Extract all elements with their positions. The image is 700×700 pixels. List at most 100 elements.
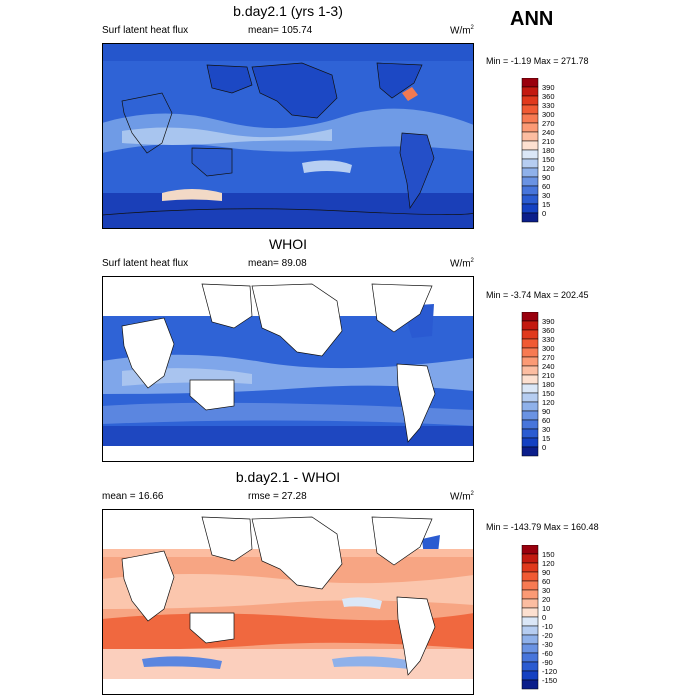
colorbar-swatch [521, 553, 539, 564]
panel3-map [102, 509, 474, 695]
colorbar-label: 20 [542, 595, 550, 604]
colorbar-swatch [521, 320, 539, 331]
colorbar-swatch [521, 545, 539, 555]
colorbar-label: 240 [542, 128, 555, 137]
panel3-title: b.day2.1 - WHOI [235, 469, 341, 485]
panel2-mean-label: mean= 89.08 [248, 258, 307, 269]
colorbar-label: 60 [542, 182, 550, 191]
colorbar-swatch [521, 437, 539, 448]
colorbar-swatch [521, 643, 539, 654]
colorbar-label: -120 [542, 667, 557, 676]
colorbar-swatch [521, 652, 539, 663]
colorbar-swatch [521, 679, 539, 690]
colorbar-swatch [521, 194, 539, 205]
colorbar-label: 150 [542, 389, 555, 398]
season-label: ANN [510, 8, 554, 30]
colorbar-label: 210 [542, 371, 555, 380]
colorbar-label: 30 [542, 425, 550, 434]
colorbar-swatch [521, 347, 539, 358]
colorbar-label: 30 [542, 191, 550, 200]
colorbar-swatch [521, 185, 539, 196]
colorbar-label: 180 [542, 146, 555, 155]
colorbar-swatch [521, 589, 539, 600]
colorbar-label: 15 [542, 434, 550, 443]
panel2-map [102, 276, 474, 462]
colorbar-swatch [521, 571, 539, 582]
colorbar-label: 300 [542, 110, 555, 119]
colorbar-label: 60 [542, 577, 550, 586]
colorbar-label: 0 [542, 613, 546, 622]
colorbar-swatch [521, 329, 539, 340]
panel1-minmax: Min = -1.19 Max = 271.78 [486, 56, 589, 66]
panel3-minmax: Min = -143.79 Max = 160.48 [486, 522, 599, 532]
colorbar-label: 210 [542, 137, 555, 146]
colorbar-swatch [521, 401, 539, 412]
colorbar-label: 330 [542, 335, 555, 344]
colorbar-label: -60 [542, 649, 553, 658]
colorbar-swatch [521, 670, 539, 681]
colorbar-label: 90 [542, 407, 550, 416]
colorbar-label: 120 [542, 164, 555, 173]
colorbar-label: 15 [542, 200, 550, 209]
colorbar-swatch [521, 616, 539, 627]
colorbar-swatch [521, 149, 539, 160]
colorbar-swatch [521, 446, 539, 457]
panel3-rmse-label: rmse = 27.28 [248, 491, 307, 502]
colorbar-label: -90 [542, 658, 553, 667]
colorbar-swatch [521, 158, 539, 169]
colorbar-swatch [521, 95, 539, 106]
colorbar-swatch [521, 131, 539, 142]
colorbar-swatch [521, 598, 539, 609]
colorbar-label: 150 [542, 550, 555, 559]
colorbar-label: 300 [542, 344, 555, 353]
colorbar-label: -20 [542, 631, 553, 640]
colorbar-label: 330 [542, 101, 555, 110]
colorbar-swatch [521, 374, 539, 385]
colorbar-label: 0 [542, 443, 546, 452]
colorbar-label: 150 [542, 155, 555, 164]
colorbar-swatch [521, 203, 539, 214]
colorbar-swatch [521, 661, 539, 672]
colorbar-label: -10 [542, 622, 553, 631]
colorbar-label: 120 [542, 559, 555, 568]
colorbar-swatch [521, 140, 539, 151]
colorbar-swatch [521, 392, 539, 403]
colorbar-label: 120 [542, 398, 555, 407]
colorbar-swatch [521, 104, 539, 115]
colorbar-swatch [521, 419, 539, 430]
colorbar-swatch [521, 625, 539, 636]
colorbar-swatch [521, 176, 539, 187]
colorbar-swatch [521, 113, 539, 124]
colorbar-swatch [521, 562, 539, 573]
panel2-units: W/m2 [450, 258, 474, 270]
colorbar-label: 240 [542, 362, 555, 371]
colorbar-label: 360 [542, 326, 555, 335]
colorbar-swatch [521, 312, 539, 322]
colorbar-label: 30 [542, 586, 550, 595]
panel1-map [102, 43, 474, 229]
panel3-units: W/m2 [450, 491, 474, 503]
colorbar-label: 90 [542, 568, 550, 577]
colorbar-swatch [521, 212, 539, 223]
colorbar-label: -150 [542, 676, 557, 685]
colorbar-swatch [521, 634, 539, 645]
colorbar-label: 390 [542, 317, 555, 326]
colorbar-swatch [521, 356, 539, 367]
colorbar-label: 270 [542, 353, 555, 362]
colorbar-label: 360 [542, 92, 555, 101]
panel1-left-label: Surf latent heat flux [102, 25, 189, 36]
colorbar-swatch [521, 383, 539, 394]
panel2-title: WHOI [268, 236, 308, 252]
panel1-units: W/m2 [450, 25, 474, 37]
panel2-minmax: Min = -3.74 Max = 202.45 [486, 290, 589, 300]
colorbar-swatch [521, 607, 539, 618]
panel1-mean-label: mean= 105.74 [248, 25, 313, 36]
colorbar-label: 390 [542, 83, 555, 92]
colorbar-swatch [521, 78, 539, 88]
colorbar-label: 60 [542, 416, 550, 425]
colorbar-swatch [521, 428, 539, 439]
panel1-title: b.day2.1 (yrs 1-3) [233, 3, 343, 19]
panel2-left-label: Surf latent heat flux [102, 258, 189, 269]
